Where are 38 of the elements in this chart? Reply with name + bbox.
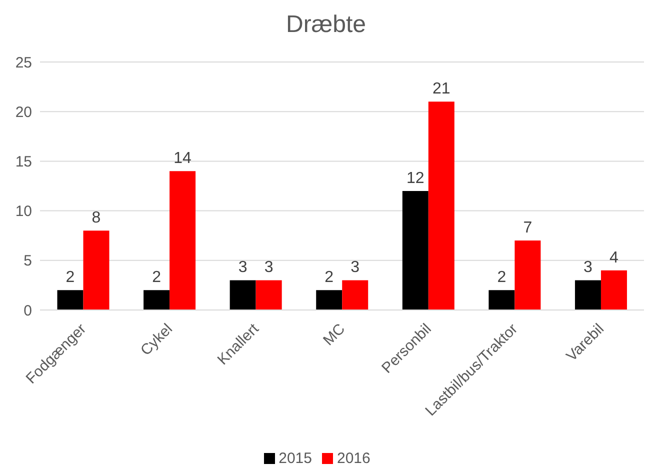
- bar: [256, 280, 282, 310]
- y-tick-label: 20: [15, 104, 32, 121]
- bar: [230, 280, 256, 310]
- bar: [316, 290, 342, 310]
- data-label: 7: [523, 220, 532, 237]
- y-tick-label: 15: [15, 154, 32, 171]
- y-tick-label: 25: [15, 54, 32, 72]
- bar: [170, 171, 196, 310]
- data-label: 2: [497, 269, 506, 286]
- bar: [488, 290, 515, 310]
- legend-label: 2015: [278, 450, 312, 467]
- y-tick-label: 5: [24, 252, 32, 270]
- data-label: 14: [174, 150, 192, 168]
- y-tick-label: 10: [15, 203, 32, 220]
- bar: [428, 102, 454, 310]
- data-label: 3: [238, 259, 248, 276]
- bar: [57, 290, 84, 310]
- data-label: 8: [92, 210, 101, 227]
- data-label: 2: [152, 269, 162, 286]
- y-tick-label: 0: [24, 302, 32, 320]
- bar: [514, 240, 541, 310]
- data-label: 3: [350, 259, 360, 276]
- data-label: 3: [264, 259, 274, 276]
- data-label: 4: [610, 249, 619, 266]
- bar: [83, 230, 110, 310]
- bar: [574, 280, 601, 310]
- legend-label: 2016: [337, 450, 370, 467]
- chart-title: Dræbte: [284, 10, 368, 40]
- bar: [600, 270, 627, 310]
- data-label: 3: [584, 259, 593, 276]
- data-label: 21: [432, 80, 450, 98]
- bar: [144, 290, 170, 310]
- data-label: 2: [66, 269, 75, 286]
- data-label: 2: [324, 269, 334, 286]
- data-label: 12: [406, 170, 424, 187]
- x-tick-label: MC: [320, 320, 349, 350]
- bar: [402, 190, 428, 310]
- bar: [342, 280, 368, 310]
